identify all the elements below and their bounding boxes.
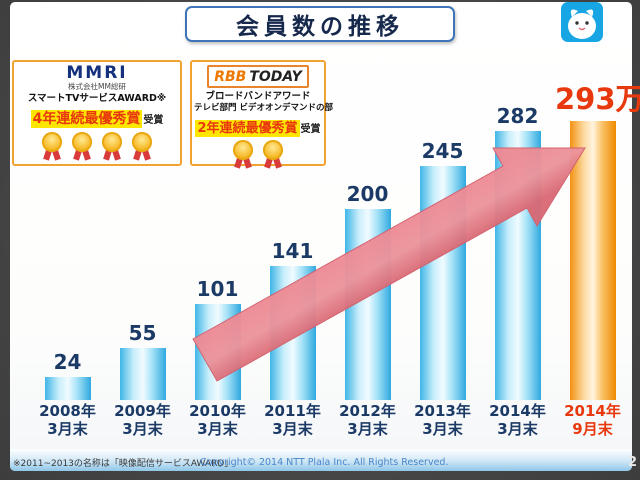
today-logo-text: TODAY	[249, 69, 302, 85]
achievement-text: 2年連続最優秀賞	[195, 120, 300, 137]
bar-column: 245	[405, 110, 480, 400]
category-label: 2014年 3月末	[489, 402, 546, 438]
bar-column: 55	[105, 110, 180, 400]
mmri-logo-text: MMRI	[66, 63, 128, 83]
mmri-logo: MMRI 株式会社MM総研	[16, 63, 178, 92]
bar-chart: 24 55 101 141 200 245 282 293万	[30, 82, 640, 400]
category-axis: 2008年 3月末 2009年 3月末 2010年 3月末 2011年 3月末 2012年 3月末…	[30, 402, 630, 438]
category-label: 2010年 3月末	[189, 402, 246, 438]
award-name-smarttv: スマートTVサービスAWARD※	[27, 93, 167, 104]
bar-value-label: 245	[421, 139, 464, 163]
copyright: Copyright© 2014 NTT Plala Inc. All Right…	[200, 457, 449, 468]
achievement-suffix: 受賞	[143, 115, 164, 126]
bar-value-label: 293万	[555, 82, 640, 116]
achievement-line: 2年連続最優秀賞 受賞	[194, 117, 322, 137]
bar-column: 200	[330, 110, 405, 400]
page-number: 2	[627, 455, 637, 470]
bar	[269, 266, 316, 400]
rbb-logo-text: RBB	[214, 69, 247, 85]
award-category: テレビ部門 ビデオオンデマンドの部	[194, 103, 333, 113]
slide: 会員数の推移 MMRI 株式会社MM総研 スマートTVサービスAWARD※ 4年…	[10, 2, 640, 471]
bar-value-label: 200	[346, 182, 389, 206]
bar	[569, 121, 616, 400]
achievement-line: 4年連続最優秀賞 受賞	[16, 108, 178, 128]
bar	[119, 348, 166, 400]
bar-value-label: 101	[196, 277, 239, 301]
bar-value-label: 141	[271, 239, 314, 263]
bar-column: 101	[180, 110, 255, 400]
bar	[419, 166, 466, 400]
rbb-today-logo: RBB TODAY	[207, 65, 309, 88]
category-label: 2008年 3月末	[39, 402, 96, 438]
achievement-text: 4年連続最優秀賞	[30, 110, 143, 128]
category-label: 2009年 3月末	[114, 402, 171, 438]
medal-icon	[41, 132, 63, 161]
bar	[494, 131, 541, 400]
achievement-suffix: 受賞	[300, 124, 321, 135]
medal-icon	[101, 132, 123, 161]
category-label: 2014年 9月末	[564, 402, 621, 438]
medal-row	[16, 132, 178, 161]
slide-title: 会員数の推移	[236, 14, 404, 40]
medal-icon	[131, 132, 153, 161]
mascot-icon	[560, 2, 604, 44]
bar-column: 293万	[555, 82, 640, 400]
bar-column: 24	[30, 110, 105, 400]
mmri-logo-subtext: 株式会社MM総研	[68, 82, 126, 91]
award-name-broadband: ブロードバンドアワード	[205, 91, 311, 102]
slide-title-box: 会員数の推移	[185, 6, 455, 42]
medal-icon	[71, 132, 93, 161]
bar-column: 141	[255, 110, 330, 400]
category-label: 2012年 3月末	[339, 402, 396, 438]
bar-value-label: 24	[53, 350, 82, 374]
footer-band	[10, 449, 632, 471]
bar	[194, 304, 241, 400]
bar-value-label: 55	[128, 321, 157, 345]
bar-column: 282	[480, 104, 555, 400]
category-label: 2013年 3月末	[414, 402, 471, 438]
award-box-mmri: MMRI 株式会社MM総研 スマートTVサービスAWARD※ 4年連続最優秀賞受…	[12, 60, 182, 166]
footnote: ※2011~2013の名称は「映像配信サービスAWARD」	[13, 459, 234, 469]
bar	[44, 377, 91, 400]
bar-value-label: 282	[496, 104, 539, 128]
category-label: 2011年 3月末	[264, 402, 321, 438]
bar	[344, 209, 391, 400]
